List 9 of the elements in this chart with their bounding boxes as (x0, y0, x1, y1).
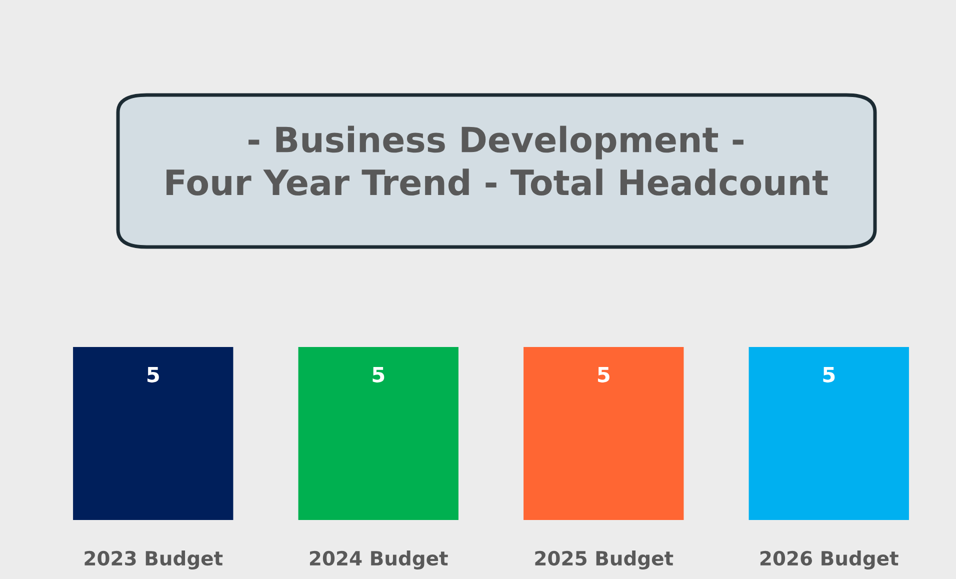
data-label: 5 (598, 366, 610, 382)
x-tick-label: 2024 Budget (310, 550, 448, 570)
x-tick-label: 2025 Budget (535, 550, 674, 570)
x-tick-label: 2023 Budget (84, 550, 223, 570)
data-label: 5 (147, 366, 159, 382)
chart-title: - Business Development - Four Year Trend - Total Headcount (166, 126, 828, 196)
x-tick-label: 2026 Budget (760, 550, 898, 570)
data-label: 5 (372, 366, 384, 382)
data-label: 5 (823, 366, 835, 382)
